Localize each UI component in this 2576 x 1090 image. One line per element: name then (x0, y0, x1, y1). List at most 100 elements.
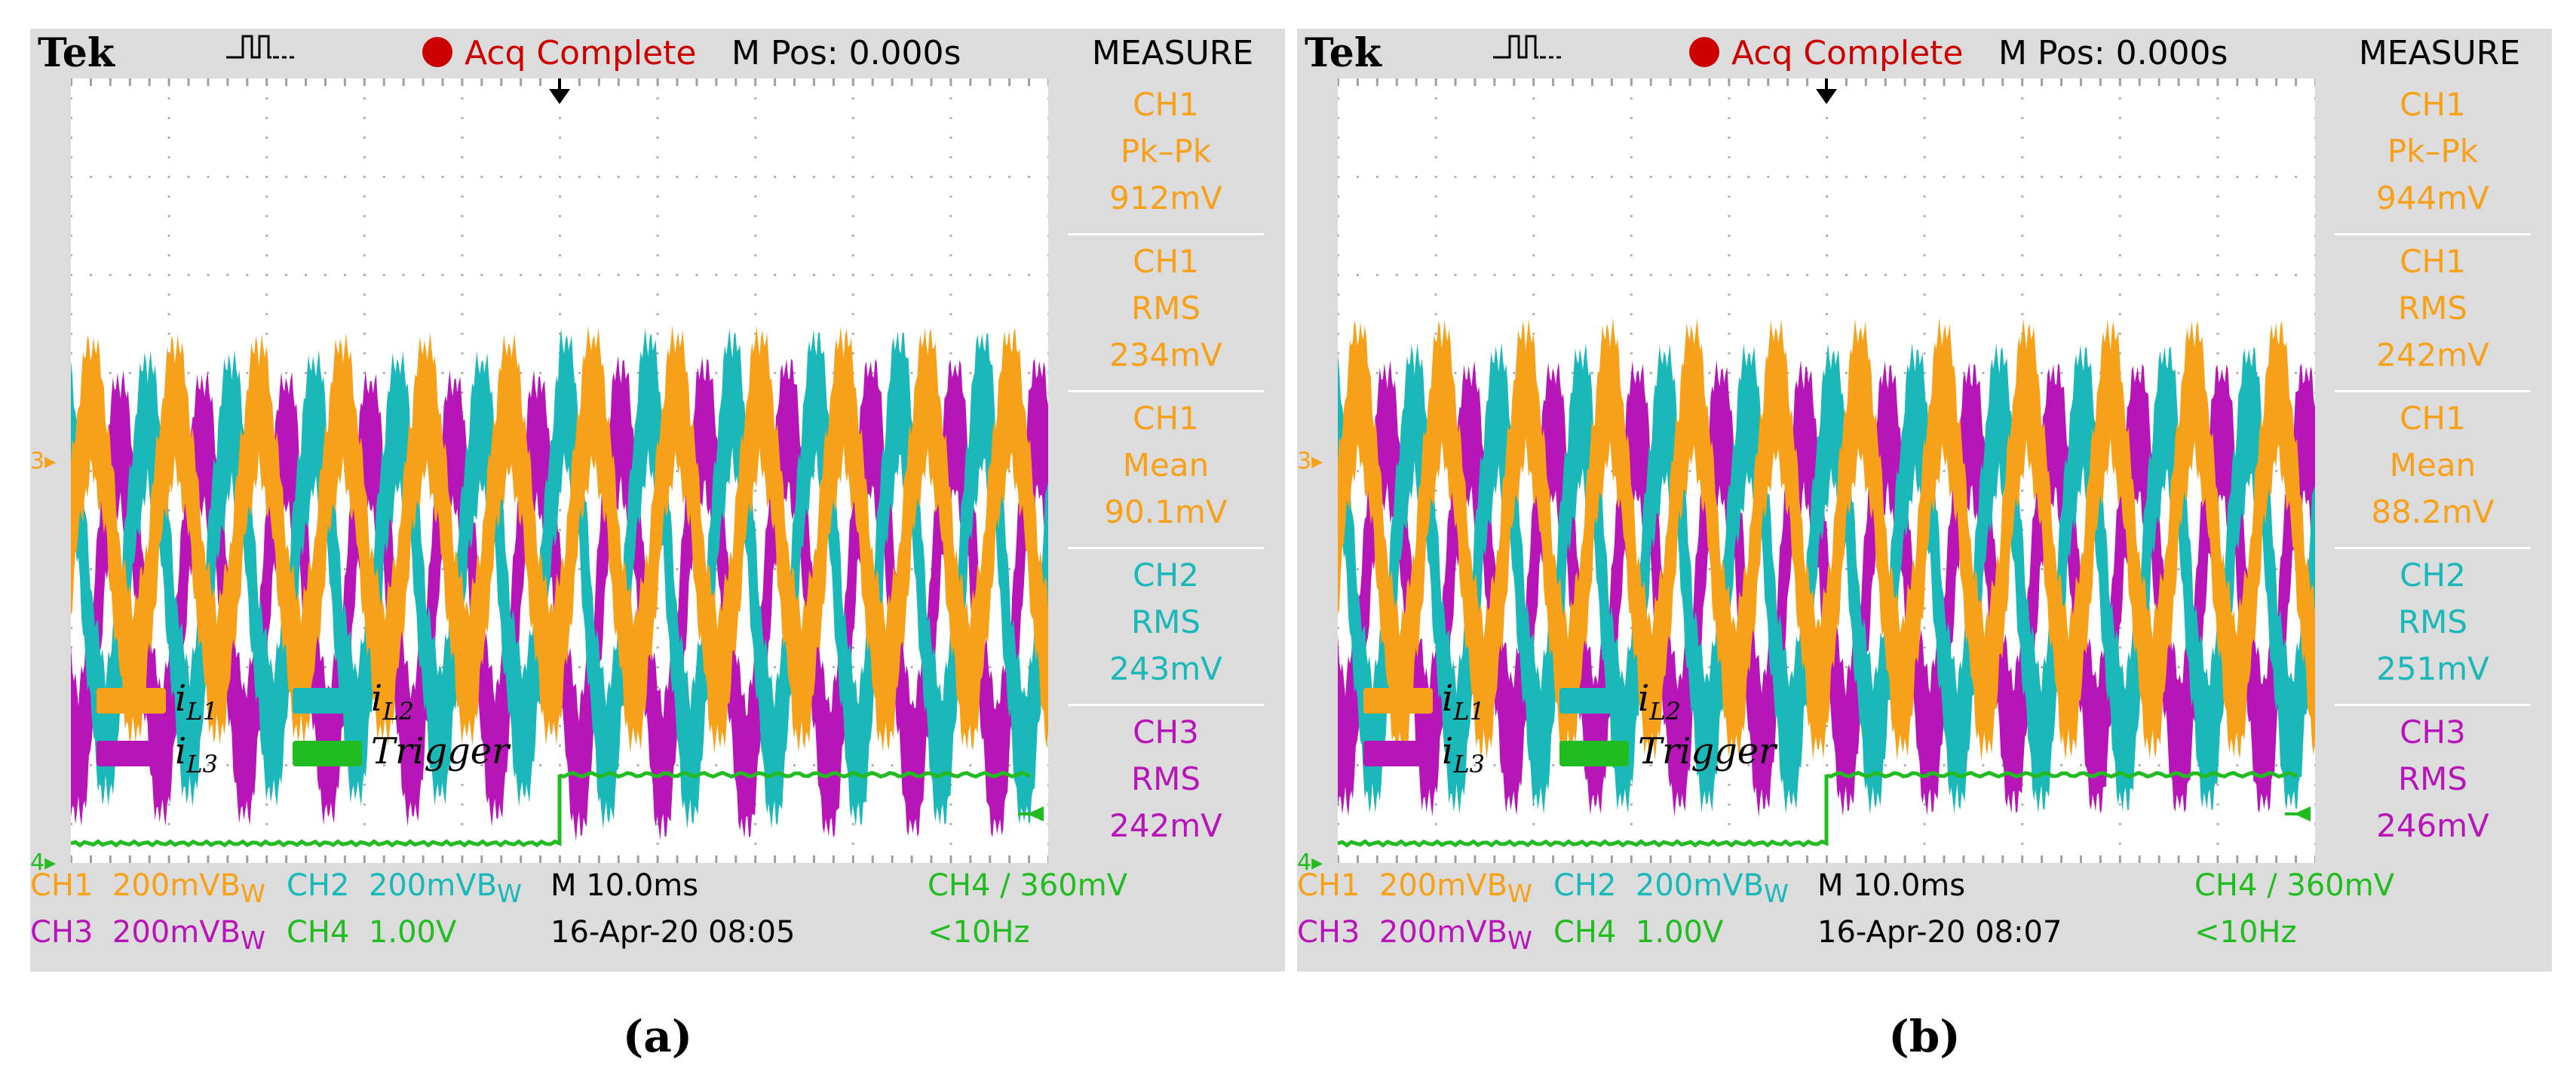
series-i-l1-band (71, 325, 1048, 754)
measurement-value: 242mV (1109, 807, 1222, 844)
legend-swatch-i-l3 (1363, 741, 1433, 766)
acq-status-label: Acq Complete (1731, 34, 1964, 72)
measurement-ch1-pkpk: CH1 Pk–Pk 944mV (2320, 81, 2546, 235)
measure-menu-title: MEASURE (1091, 34, 1254, 72)
measurement-name: RMS (1130, 603, 1201, 640)
acq-status: Acq Complete (1689, 29, 1963, 78)
measurement-divider (1068, 390, 1264, 392)
measurement-value: 246mV (2376, 807, 2489, 844)
legend-swatch-i-l2 (1559, 688, 1629, 714)
measurement-name: RMS (1130, 760, 1201, 797)
legend-swatch-trigger (293, 741, 362, 766)
legend-swatch-i-l3 (97, 741, 166, 766)
acq-status: Acq Complete (422, 29, 696, 78)
measurement-divider (1068, 547, 1264, 549)
series-i-l2-band (1338, 342, 2315, 815)
status-ch3: CH3 200mVBW (1297, 915, 1532, 955)
status-trigger-freq: <10Hz (928, 915, 1030, 950)
measurement-divider (2335, 390, 2531, 392)
measurement-name: Mean (1122, 447, 1210, 484)
oscilloscope-screen-a: Tek Acq Complete M Pos: 0.000s MEASURE i… (30, 29, 1285, 972)
measurement-ch: CH1 (1133, 86, 1199, 123)
measurement-value: 251mV (2376, 650, 2489, 687)
measurement-ch: CH1 (1133, 243, 1199, 280)
acq-status-label: Acq Complete (465, 34, 697, 72)
subfigure-label-b: (b) (1888, 1011, 1961, 1062)
measurement-divider (1068, 704, 1264, 706)
ch4-ground-marker: 4▸ (1297, 849, 1323, 876)
legend-label-i-l1: iL1 (1442, 677, 1485, 726)
status-ch2: CH2 200mVBW (287, 868, 522, 908)
legend-label-trigger: Trigger (371, 730, 511, 772)
trigger-position-marker (1816, 89, 1837, 104)
measurement-value: 912mV (1109, 180, 1222, 216)
status-ch1: CH1 200mVBW (1297, 868, 1532, 908)
measurement-ch1-mean: CH1 Mean 90.1mV (1053, 395, 1279, 549)
trigger-position-stem (558, 78, 561, 91)
status-ch4: CH4 1.00V (287, 915, 457, 950)
series-i-l2-band (71, 327, 1048, 830)
status-trigger: CH4 / 360mV (928, 868, 1128, 903)
brand-logo: Tek (38, 30, 115, 76)
measurement-ch: CH2 (2400, 557, 2466, 594)
legend-swatch-i-l2 (293, 688, 362, 714)
measurement-ch3-rms: CH3 RMS 246mV (2320, 709, 2546, 860)
status-ch2: CH2 200mVBW (1553, 868, 1789, 908)
measurement-divider (2335, 704, 2531, 706)
measurement-value: 88.2mV (2371, 493, 2495, 530)
waveform-plot-a: iL1 iL2 iL3 Trigger (71, 78, 1048, 863)
measurement-ch: CH3 (2400, 714, 2466, 751)
measurement-ch: CH1 (2400, 400, 2466, 437)
legend-label-trigger: Trigger (1638, 730, 1778, 772)
measurement-ch1-mean: CH1 Mean 88.2mV (2320, 395, 2546, 549)
m-pos: M Pos: 0.000s (1998, 34, 2228, 72)
measurement-ch1-rms: CH1 RMS 234mV (1053, 238, 1279, 392)
measurement-ch: CH1 (2400, 86, 2466, 123)
acq-status-icon (1689, 37, 1719, 67)
measurement-ch2-rms: CH2 RMS 251mV (2320, 552, 2546, 706)
oscilloscope-screen-b: Tek Acq Complete M Pos: 0.000s MEASURE i… (1297, 29, 2552, 972)
series-i-l1-band (1338, 318, 2315, 761)
measurement-name: RMS (2397, 603, 2468, 640)
waveform-plot-b: iL1 iL2 iL3 Trigger (1338, 78, 2315, 863)
trigger-pulse-icon (226, 29, 294, 78)
measurement-value: 243mV (1109, 650, 1222, 687)
status-ch3: CH3 200mVBW (30, 915, 265, 955)
status-date: 16-Apr-20 08:07 (1817, 915, 2062, 950)
legend-swatch-i-l1 (97, 688, 166, 714)
measurement-value: 242mV (2376, 336, 2489, 373)
measurement-divider (1068, 233, 1264, 235)
ch3-ground-marker: 3▸ (1297, 448, 1323, 474)
measurement-name: Pk–Pk (1120, 133, 1212, 170)
measurement-value: 944mV (2376, 180, 2489, 216)
legend-swatch-trigger (1559, 741, 1629, 766)
trigger-level-tick (1018, 812, 1041, 815)
series-trigger-line (1338, 770, 2298, 848)
status-ch4: CH4 1.00V (1553, 915, 1724, 950)
measurement-ch1-rms: CH1 RMS 242mV (2320, 238, 2546, 392)
measurement-name: RMS (1130, 290, 1201, 327)
measurement-panel-a: CH1 Pk–Pk 912mV CH1 RMS 234mV CH1 Mean 90.1mV CH2… (1053, 78, 1279, 863)
trigger-level-tick (2285, 812, 2308, 815)
status-ch1: CH1 200mVBW (30, 868, 265, 908)
status-timebase: M 10.0ms (550, 868, 699, 903)
measurement-value: 90.1mV (1104, 493, 1228, 530)
measurement-ch3-rms: CH3 RMS 242mV (1053, 709, 1279, 860)
measure-menu-title: MEASURE (2358, 34, 2521, 72)
measurement-panel-b: CH1 Pk–Pk 944mV CH1 RMS 242mV CH1 Mean 88.2mV CH2… (2320, 78, 2546, 863)
ch4-ground-marker: 4▸ (30, 849, 57, 876)
measurement-divider (2335, 547, 2531, 549)
acq-status-icon (422, 37, 452, 67)
trigger-pulse-icon (1493, 29, 1561, 78)
measurement-name: RMS (2397, 760, 2468, 797)
status-trigger-freq: <10Hz (2194, 915, 2297, 950)
subfigure-label-a: (a) (622, 1011, 693, 1062)
status-timebase: M 10.0ms (1817, 868, 1966, 903)
legend-swatch-i-l1 (1363, 688, 1433, 714)
status-trigger: CH4 / 360mV (2194, 868, 2395, 903)
measurement-ch: CH2 (1133, 557, 1199, 594)
status-date: 16-Apr-20 08:05 (550, 915, 796, 950)
trigger-position-marker (549, 89, 570, 104)
